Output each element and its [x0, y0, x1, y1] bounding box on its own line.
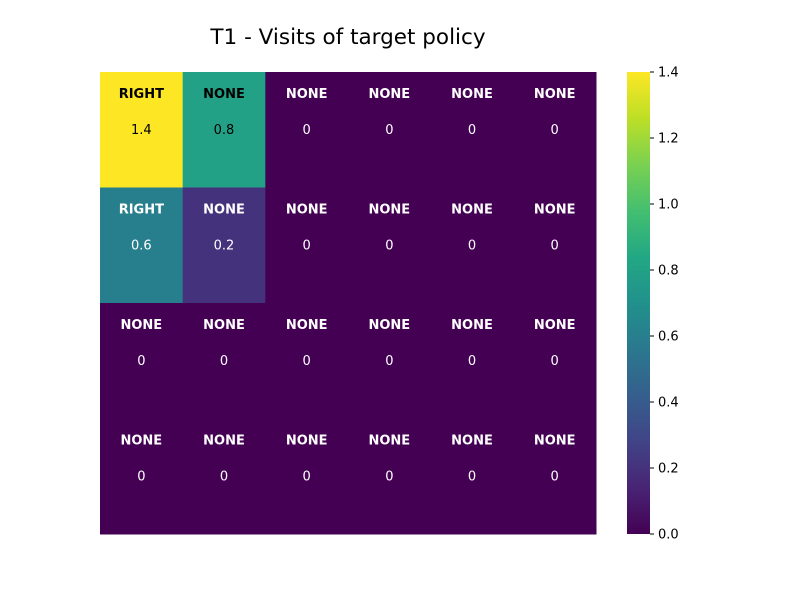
heatmap-cell	[430, 187, 514, 304]
cell-value-label: 0	[137, 470, 145, 485]
cell-action-label: NONE	[203, 434, 245, 449]
cell-value-label: 0	[303, 123, 311, 138]
heatmap-cell	[430, 418, 514, 535]
heatmap-cell	[265, 187, 349, 304]
heatmap-cell	[265, 418, 349, 535]
heatmap-cell	[100, 418, 184, 535]
colorbar-tick-label: 1.0	[658, 198, 679, 213]
cell-action-label: NONE	[286, 203, 328, 218]
cell-value-label: 0	[468, 470, 476, 485]
heatmap-cell	[513, 72, 597, 188]
cell-action-label: NONE	[286, 434, 328, 449]
heatmap-cell	[513, 187, 597, 304]
cell-action-label: NONE	[451, 87, 493, 102]
cell-value-label: 0	[385, 123, 393, 138]
cell-value-label: 0	[220, 354, 228, 369]
cell-value-label: 0.8	[214, 123, 235, 138]
cell-value-label: 0	[551, 123, 559, 138]
cell-value-label: 0	[551, 470, 559, 485]
heatmap-cell	[348, 303, 432, 419]
cell-action-label: NONE	[120, 318, 162, 333]
cell-action-label: NONE	[534, 318, 576, 333]
cell-action-label: NONE	[451, 434, 493, 449]
cell-action-label: NONE	[451, 318, 493, 333]
heatmap-cell	[100, 187, 184, 304]
chart-title: T1 - Visits of target policy	[209, 25, 485, 50]
colorbar-ticks: 0.0 0.2 0.4 0.6 0.8 1.0 1.2 1.4	[650, 66, 679, 543]
colorbar-tick-label: 1.4	[658, 66, 679, 81]
cell-action-label: NONE	[368, 318, 410, 333]
heatmap-cell	[182, 72, 266, 188]
cell-value-label: 0	[385, 239, 393, 254]
heatmap-cell	[100, 303, 184, 419]
heatmap-cell	[348, 72, 432, 188]
cell-value-label: 0.2	[214, 239, 235, 254]
cell-action-label: NONE	[534, 434, 576, 449]
colorbar-tick-label: 0.8	[658, 264, 679, 279]
cell-action-label: NONE	[203, 318, 245, 333]
cell-action-label: NONE	[368, 434, 410, 449]
cell-action-label: NONE	[534, 87, 576, 102]
cell-value-label: 0	[385, 354, 393, 369]
heatmap-cell	[430, 72, 514, 188]
cell-value-label: 0.6	[131, 239, 152, 254]
cell-action-label: NONE	[368, 87, 410, 102]
cell-action-label: NONE	[534, 203, 576, 218]
heatmap-cell	[348, 187, 432, 304]
cell-value-label: 0	[551, 354, 559, 369]
colorbar-tick-label: 0.2	[658, 462, 679, 477]
colorbar-tick-label: 0.6	[658, 330, 679, 345]
cell-action-label: NONE	[368, 203, 410, 218]
cell-value-label: 0	[220, 470, 228, 485]
cell-value-label: 0	[468, 354, 476, 369]
cell-value-label: 0	[468, 123, 476, 138]
heatmap-cell	[348, 418, 432, 535]
heatmap-cell	[265, 72, 349, 188]
cell-value-label: 0	[385, 470, 393, 485]
colorbar-tick-label: 1.2	[658, 132, 679, 147]
heatmap-cell	[100, 72, 184, 188]
heatmap-cells	[100, 72, 597, 535]
cell-action-label: NONE	[286, 87, 328, 102]
heatmap-cell	[513, 418, 597, 535]
cell-action-label: NONE	[203, 87, 245, 102]
heatmap-cell	[265, 303, 349, 419]
heatmap-cell	[182, 303, 266, 419]
cell-value-label: 1.4	[131, 123, 152, 138]
heatmap-cell	[182, 187, 266, 304]
cell-action-label: RIGHT	[119, 203, 164, 218]
heatmap-cell	[182, 418, 266, 535]
cell-value-label: 0	[303, 470, 311, 485]
cell-action-label: NONE	[120, 434, 162, 449]
heatmap-cell	[430, 303, 514, 419]
heatmap-labels: RIGHT 1.4 NONE 0.8 NONE 0 NONE 0 NONE 0 NONE 0 RIGHT…	[119, 87, 576, 485]
cell-action-label: RIGHT	[119, 87, 164, 102]
cell-value-label: 0	[137, 354, 145, 369]
cell-action-label: NONE	[203, 203, 245, 218]
cell-value-label: 0	[551, 239, 559, 254]
cell-value-label: 0	[303, 354, 311, 369]
cell-action-label: NONE	[451, 203, 493, 218]
colorbar	[627, 72, 650, 534]
colorbar-tick-label: 0.4	[658, 396, 679, 411]
colorbar-tick-label: 0.0	[658, 528, 679, 543]
cell-value-label: 0	[303, 239, 311, 254]
cell-action-label: NONE	[286, 318, 328, 333]
cell-value-label: 0	[468, 239, 476, 254]
heatmap-cell	[513, 303, 597, 419]
